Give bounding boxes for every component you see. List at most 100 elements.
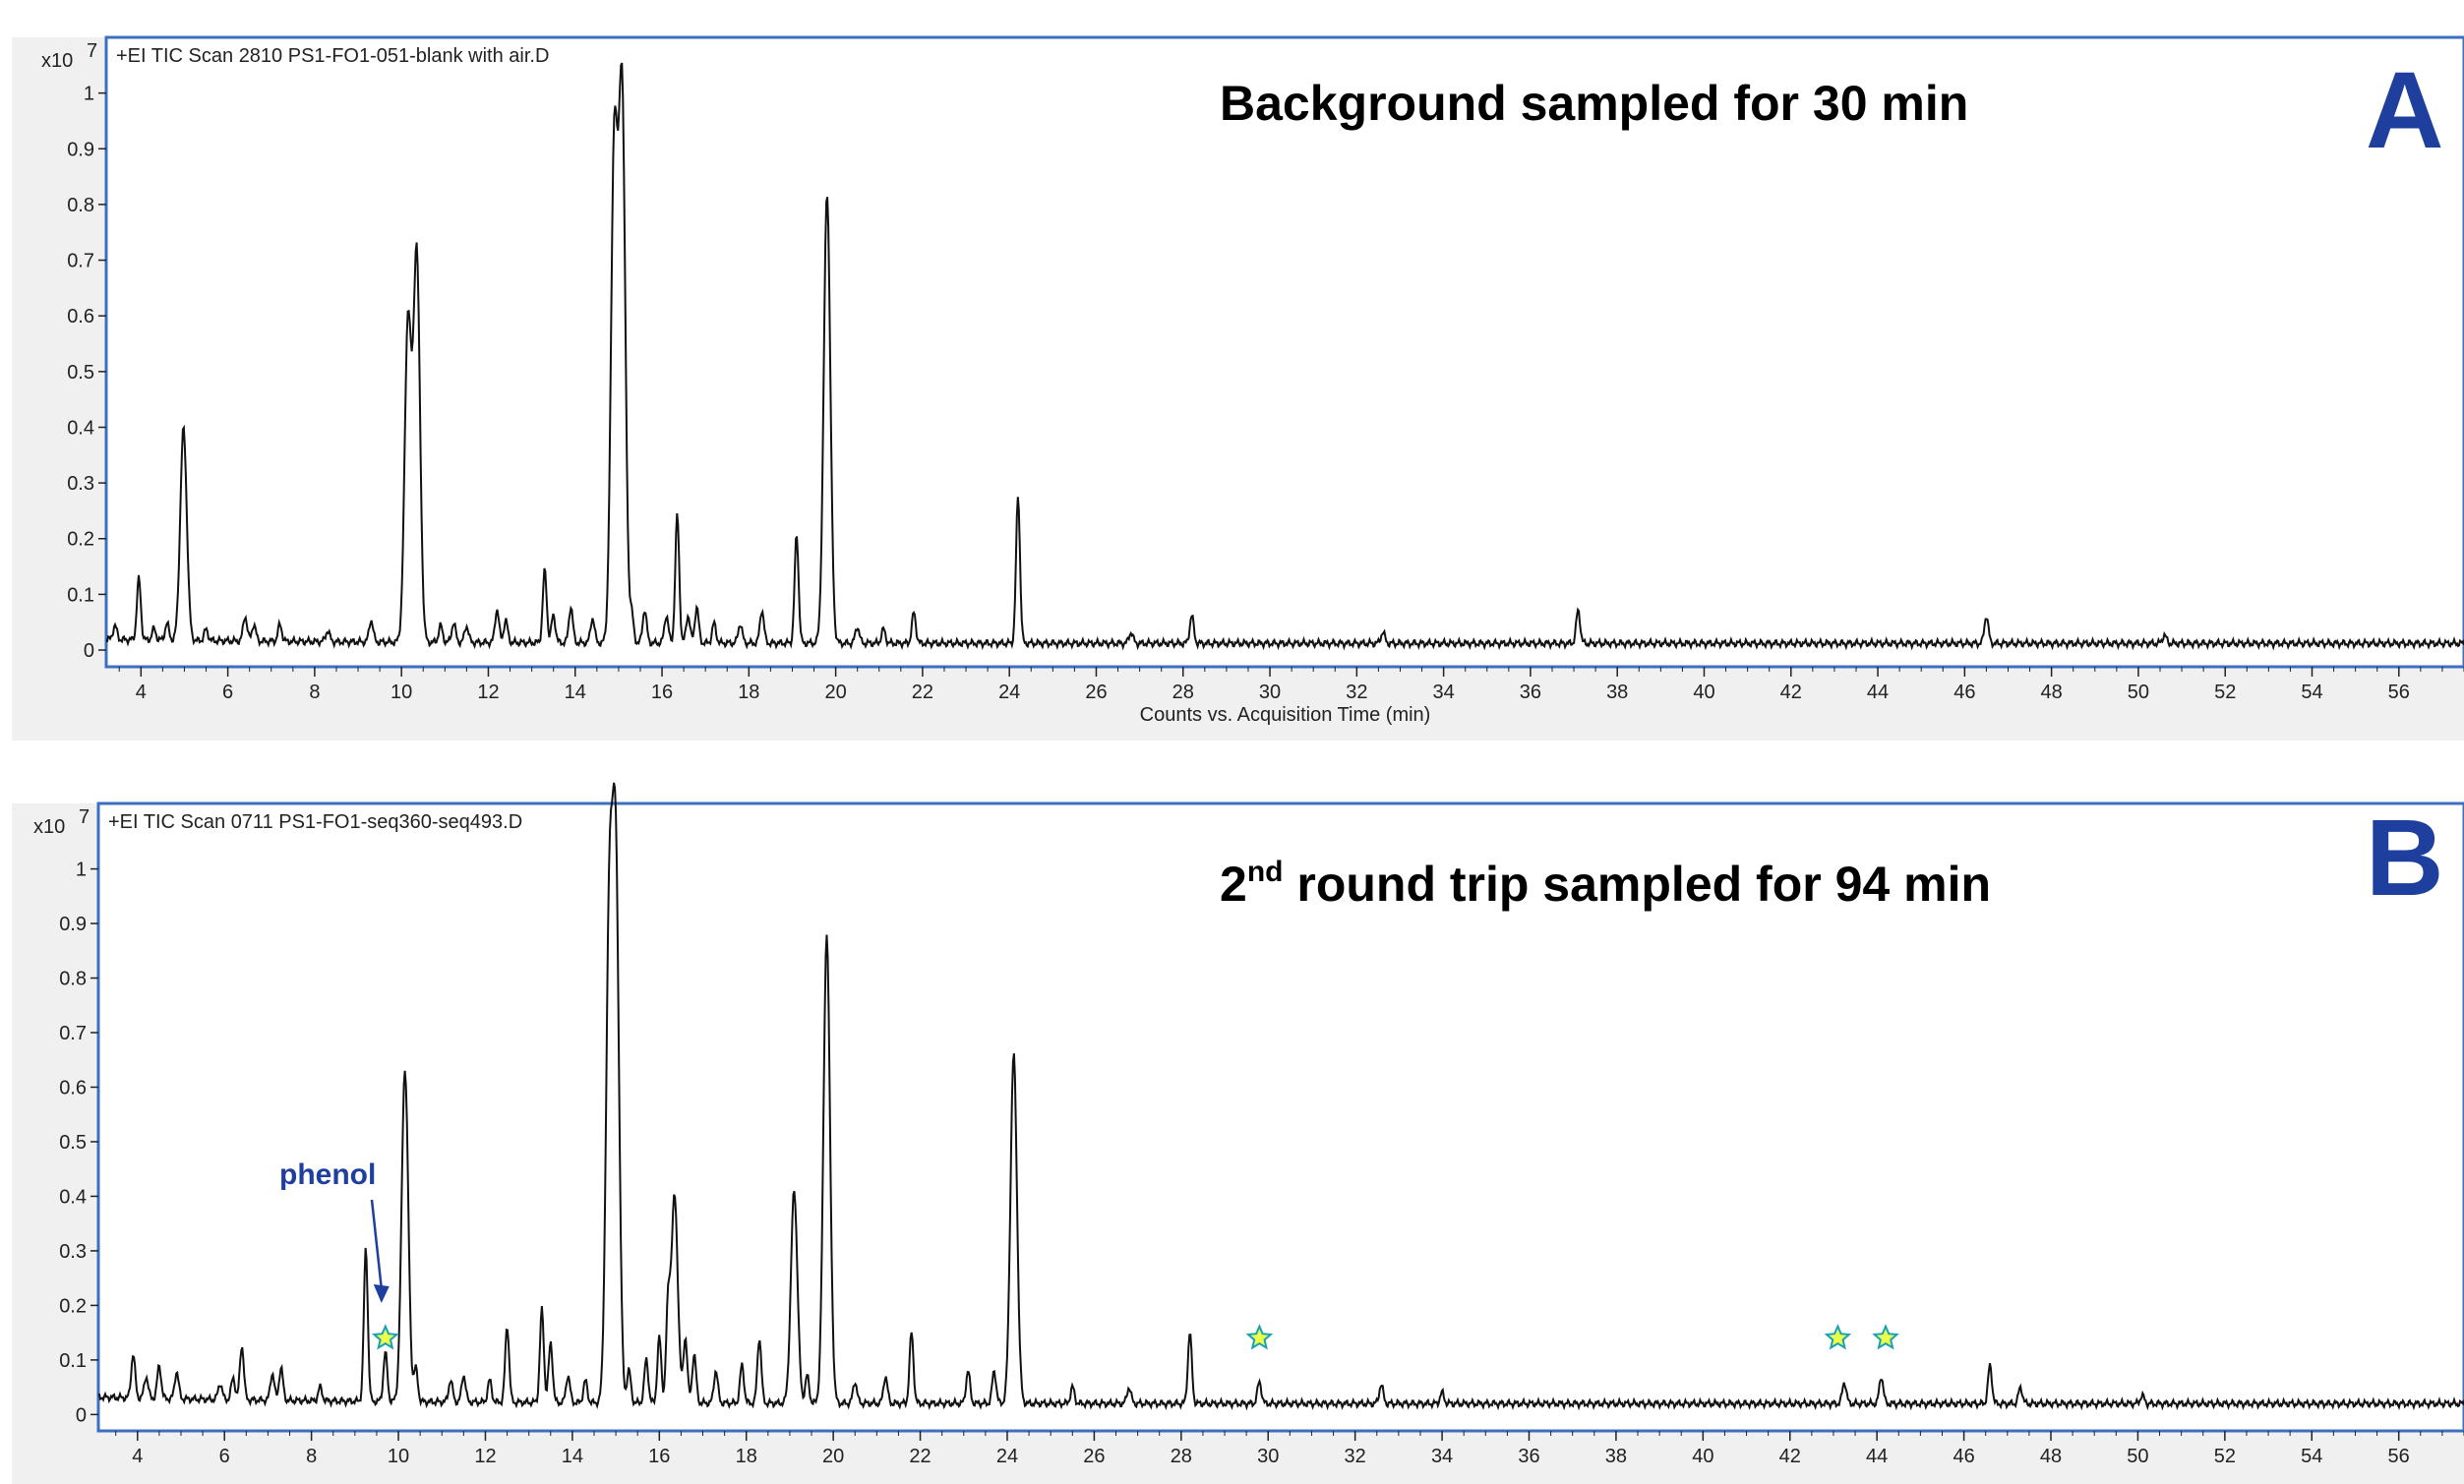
chart-b-annotation-superscript: nd [1247,856,1284,888]
chart-a-x-tick-label: 28 [1172,682,1194,703]
chart-a-y-tick-label: 0.2 [67,529,94,551]
star-marker-3 [1872,1324,1899,1350]
chart-a-y-tick-label: 0 [84,640,94,662]
chart-a-x-tick-label: 52 [2214,682,2236,703]
chart-a-y-tick-label: 0.5 [67,362,94,384]
chart-b-x-tick-label: 28 [1171,1446,1192,1467]
chart-a-signal-trace [106,62,2464,651]
phenol-label: phenol [279,1158,376,1191]
chromatogram-a: +EI TIC Scan 2810 PS1-FO1-051-blank with… [12,35,2464,741]
chart-a-scan-title: +EI TIC Scan 2810 PS1-FO1-051-blank with… [116,45,549,67]
chart-b-y-tick-label: 0 [76,1404,87,1426]
chart-b-y-multiplier: x10 [33,816,65,838]
chart-a-x-tick-label: 54 [2301,682,2322,703]
chart-a-x-tick-label: 24 [998,682,1020,703]
chart-b-x-tick-label: 40 [1692,1446,1713,1467]
chart-b-x-tick-label: 52 [2214,1446,2236,1467]
chart-b-x-tick-label: 56 [2388,1446,2410,1467]
chart-a-panel-letter: A [2366,50,2443,171]
chart-b-y-tick-label: 1 [76,860,87,881]
chart-a-plot-frame [104,35,2464,669]
chart-b-panel-letter: B [2366,798,2443,919]
chart-b-annotation-text: round trip sampled for 94 min [1283,857,1991,912]
chart-b-x-tick-label: 22 [909,1446,931,1467]
chart-b-y-tick-label: 0.7 [59,1023,87,1044]
chart-b-x-tick-label: 14 [562,1446,583,1467]
chart-b-y-tick-label: 0.5 [59,1132,87,1154]
chart-a-x-tick-label: 14 [565,682,586,703]
chart-b-x-tick-label: 16 [648,1446,670,1467]
chart-a-x-tick-label: 32 [1346,682,1367,703]
chart-b-x-tick-label: 38 [1605,1446,1627,1467]
chart-a-y-tick-label: 0.8 [67,195,94,216]
chart-b-x-tick-label: 18 [736,1446,757,1467]
chart-a-y-tick-label: 0.4 [67,417,94,439]
chart-a-y-tick-label: 1 [84,84,94,105]
chart-a-x-tick-label: 42 [1780,682,1802,703]
chart-b-x-tick-label: 34 [1431,1446,1453,1467]
chart-b-y-tick-label: 0.2 [59,1295,87,1317]
chart-a-x-tick-label: 34 [1432,682,1454,703]
chart-b-scan-title: +EI TIC Scan 0711 PS1-FO1-seq360-seq493.… [108,811,522,833]
chart-a-x-tick-label: 50 [2128,682,2149,703]
chart-a-annotation: Background sampled for 30 min [1220,76,1968,131]
chart-b-signal-trace [97,782,2464,1411]
chart-a-x-tick-label: 26 [1085,682,1107,703]
chart-a-y-tick-label: 0.3 [67,473,94,495]
chart-panel-b: +EI TIC Scan 0711 PS1-FO1-seq360-seq493.… [0,767,2464,1484]
chart-b-x-tick-label: 32 [1345,1446,1366,1467]
chart-b-x-tick-label: 50 [2127,1446,2148,1467]
star-marker-1 [1245,1324,1274,1350]
chart-b-x-tick-label: 20 [822,1446,844,1467]
chart-b-x-tick-label: 8 [306,1446,317,1467]
chart-b-x-tick-label: 4 [132,1446,143,1467]
chart-b-x-tick-label: 26 [1083,1446,1105,1467]
chart-a-x-tick-label: 8 [309,682,320,703]
chart-b-x-tick-label: 36 [1518,1446,1539,1467]
chart-a-x-tick-label: 10 [391,682,412,703]
chart-a-x-tick-label: 38 [1606,682,1628,703]
chart-b-y-tick-label: 0.4 [59,1186,87,1208]
chart-panel-a: +EI TIC Scan 2810 PS1-FO1-051-blank with… [12,35,2464,741]
chart-a-x-tick-label: 16 [651,682,673,703]
chart-a-x-tick-label: 56 [2388,682,2410,703]
chart-a-x-tick-label: 30 [1259,682,1281,703]
chart-b-x-tick-label: 48 [2040,1446,2062,1467]
phenol-arrow-line [370,1199,384,1289]
chart-b-x-tick-label: 6 [219,1446,230,1467]
chart-a-x-tick-label: 46 [1953,682,1975,703]
chart-a-y-exponent: 7 [87,40,97,62]
chart-a-x-tick-label: 22 [912,682,933,703]
chart-a-y-tick-label: 0.9 [67,139,94,160]
chart-b-annotation: 2nd round trip sampled for 94 min [1220,856,1991,912]
chart-a-x-tick-label: 40 [1693,682,1714,703]
chart-a-x-tick-label: 4 [136,682,147,703]
chart-a-x-tick-label: 12 [477,682,499,703]
chart-b-y-tick-label: 0.8 [59,969,87,990]
chart-b-x-tick-label: 30 [1257,1446,1279,1467]
chart-b-x-tick-label: 12 [474,1446,496,1467]
chart-b-x-tick-label: 42 [1779,1446,1801,1467]
chart-a-x-axis-label: Counts vs. Acquisition Time (min) [1140,704,1431,726]
chart-b-x-tick-label: 54 [2301,1446,2322,1467]
chart-a-x-tick-label: 6 [222,682,233,703]
chart-b-y-tick-label: 0.9 [59,914,87,935]
chart-b-x-tick-label: 24 [996,1446,1018,1467]
chart-a-y-tick-label: 0.6 [67,306,94,327]
chart-b-y-tick-label: 0.6 [59,1077,87,1098]
chart-a-y-tick-label: 0.1 [67,584,94,606]
chart-b-y-tick-label: 0.1 [59,1350,87,1372]
star-marker-0 [371,1324,399,1350]
phenol-arrow-head [373,1284,390,1303]
star-marker-2 [1824,1324,1852,1350]
chart-b-y-tick-label: 0.3 [59,1241,87,1263]
chart-a-x-tick-label: 18 [738,682,759,703]
chart-a-y-multiplier: x10 [41,50,73,72]
chart-b-x-tick-label: 10 [388,1446,409,1467]
chart-a-x-tick-label: 20 [824,682,846,703]
chart-a-x-tick-label: 44 [1867,682,1889,703]
chart-b-annotation-number: 2 [1220,857,1247,912]
chart-a-x-tick-label: 48 [2041,682,2063,703]
chromatogram-b: +EI TIC Scan 0711 PS1-FO1-seq360-seq493.… [12,782,2464,1484]
chart-b-x-tick-label: 46 [1953,1446,1974,1467]
